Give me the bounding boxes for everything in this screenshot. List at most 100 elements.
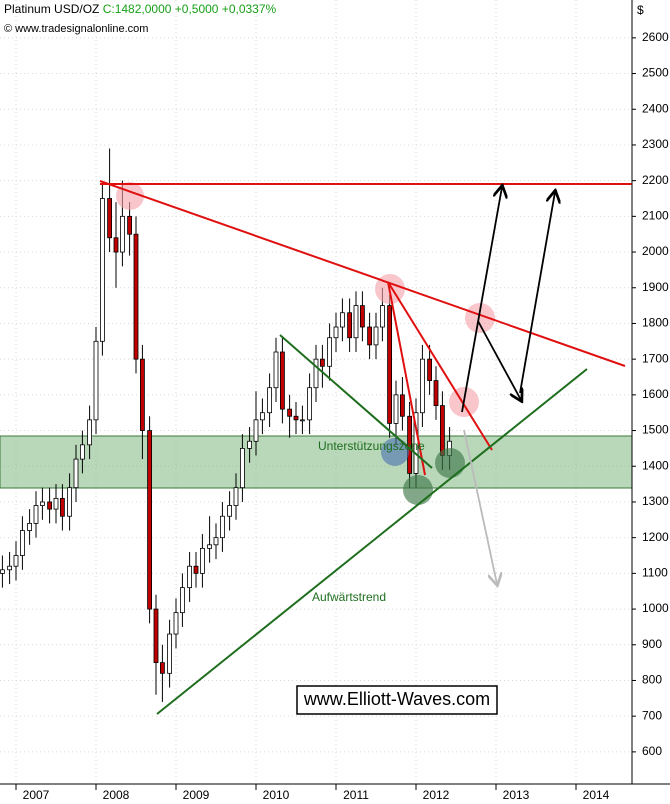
candle-body (247, 440, 253, 449)
candle-body (187, 565, 193, 589)
candle-body (147, 430, 153, 610)
candle-body (253, 419, 259, 442)
candle-body (347, 312, 353, 339)
y-tick-label: 2100 (642, 209, 669, 223)
x-tick-label: 2007 (23, 788, 50, 802)
candle-body (367, 326, 373, 346)
y-tick-label: 2600 (642, 30, 669, 44)
candle-body (67, 487, 72, 517)
y-tick-label: 1900 (642, 280, 669, 294)
candle-body (439, 405, 445, 456)
y-tick-label: 1500 (642, 423, 669, 437)
trend-line (387, 281, 493, 451)
y-tick-label: 1300 (642, 494, 669, 508)
candle-body (419, 358, 425, 414)
y-tick-label: 1800 (642, 316, 669, 330)
candle-body (239, 448, 245, 489)
candle-body (73, 458, 79, 489)
x-tick-label: 2009 (183, 788, 210, 802)
y-tick-label: 1600 (642, 387, 669, 401)
candle-body (407, 415, 413, 474)
candle-body (259, 412, 265, 421)
candle-body (13, 555, 19, 567)
candle-body (19, 530, 25, 556)
candle-body (293, 415, 299, 421)
candle-body (100, 198, 105, 342)
y-tick-label: 800 (642, 673, 662, 687)
candle-body (333, 326, 339, 339)
x-tick-label: 2012 (423, 788, 450, 802)
candle-body (87, 419, 92, 446)
candle-body (113, 237, 119, 253)
candle-body (167, 633, 173, 674)
candle-body (399, 394, 405, 417)
candle-body (387, 305, 393, 424)
candle-body (379, 305, 385, 328)
candle-body (127, 215, 132, 235)
trend-line (387, 281, 426, 476)
arrow (461, 187, 502, 413)
candle-body (319, 358, 325, 367)
y-tick-label: 1700 (642, 351, 669, 365)
candle-body (60, 497, 65, 517)
candle-body (307, 387, 313, 421)
arrow (463, 429, 497, 584)
zone-label: Unterstützungszone (318, 439, 425, 453)
x-tick-label: 2008 (103, 788, 130, 802)
candle-body (227, 505, 233, 517)
candle-body (40, 501, 45, 506)
y-tick-label: 1200 (642, 530, 669, 544)
candle-body (273, 351, 279, 389)
arrow (519, 192, 555, 394)
candle-body (80, 444, 85, 460)
grid (0, 0, 632, 784)
candle-body (33, 505, 39, 524)
candle-body (287, 408, 293, 417)
y-tick-label: 1100 (642, 566, 668, 580)
candle-body (327, 337, 333, 367)
candle-body (313, 358, 319, 389)
uptrend-line (156, 368, 588, 715)
candle-body (139, 358, 145, 431)
support-zone (0, 435, 633, 489)
candle-body (27, 522, 33, 531)
y-tick-label: 1000 (642, 601, 669, 615)
y-tick-label: 2500 (642, 66, 669, 80)
candle-body (120, 215, 125, 253)
candle-body (433, 380, 439, 406)
candle-body (393, 394, 399, 424)
x-tick-label: 2010 (263, 788, 290, 802)
candle-body (0, 569, 5, 574)
candle-body (213, 537, 219, 546)
title: Platinum USD/OZ C:1482,0000 +0,5000 +0,0… (4, 2, 277, 16)
candle-body (219, 515, 225, 539)
candle-body (7, 565, 12, 571)
candle-body (279, 351, 285, 410)
marker (435, 448, 465, 478)
candle-body (159, 662, 165, 674)
candle-body (359, 305, 365, 328)
y-axis-label: $ (637, 3, 644, 17)
candles (0, 148, 453, 702)
candle-body (53, 497, 59, 510)
y-tick-label: 900 (642, 637, 662, 651)
candle-body (173, 612, 179, 635)
watermark: www.Elliott-Waves.com (303, 689, 490, 709)
candle-body (93, 340, 99, 421)
y-tick-label: 2200 (642, 173, 669, 187)
subtitle: C:1482,0000 +0,5000 +0,0337% (103, 2, 277, 16)
candle-body (207, 544, 213, 549)
source: © www.tradesignalonline.com (4, 23, 148, 35)
candle-body (353, 305, 359, 339)
y-tick-label: 1400 (642, 458, 669, 472)
x-tick-label: 2011 (343, 788, 369, 802)
candle-body (153, 608, 159, 664)
candle-body (267, 387, 273, 414)
candle-body (373, 326, 379, 346)
marker (403, 475, 433, 505)
trend-line (99, 180, 626, 367)
arrow (477, 320, 521, 400)
candle-body (199, 547, 205, 574)
candle-body (133, 233, 139, 360)
